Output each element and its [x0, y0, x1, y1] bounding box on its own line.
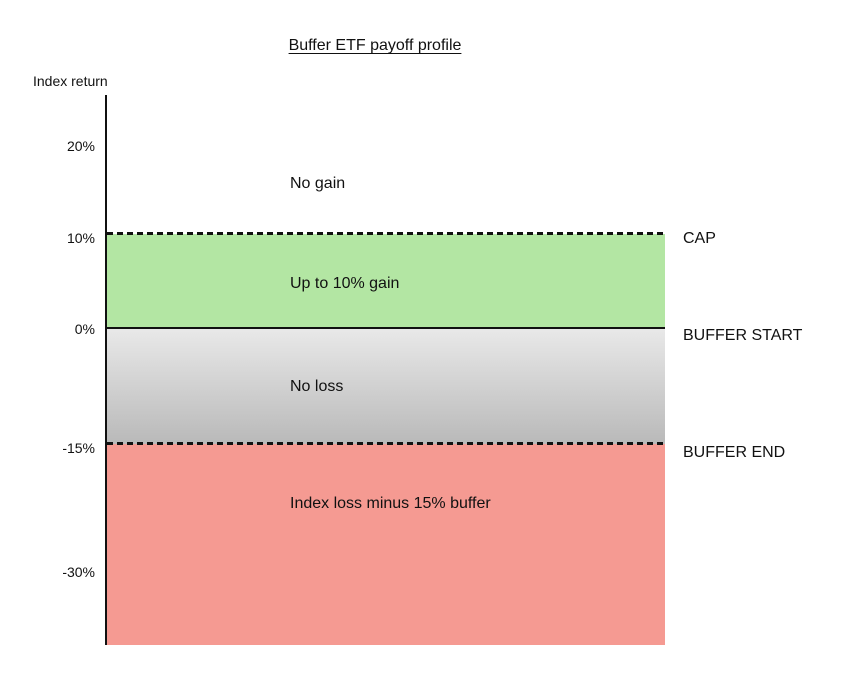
cap-label: CAP: [683, 230, 716, 247]
zone-no-loss: [107, 328, 665, 444]
y-tick-20: 20%: [66, 138, 95, 154]
chart-title: Buffer ETF payoff profile: [288, 37, 462, 54]
y-tick-minus-15: -15%: [62, 440, 95, 456]
zone-gain: [107, 234, 665, 328]
zone-label-loss: Index loss minus 15% buffer: [290, 495, 491, 512]
zone-no-gain: [107, 95, 665, 234]
zone-label-gain: Up to 10% gain: [290, 275, 400, 292]
buffer-start-line: [107, 327, 665, 329]
plot-area: No gain Up to 10% gain No loss Index los…: [105, 95, 665, 645]
y-tick-minus-30: -30%: [62, 564, 95, 580]
y-tick-10: 10%: [66, 230, 95, 246]
buffer-end-label: BUFFER END: [683, 444, 786, 461]
y-tick-0: 0%: [74, 321, 95, 337]
zone-loss: [107, 444, 665, 645]
y-axis-title: Index return: [33, 73, 108, 89]
buffer-end-line: [107, 442, 665, 445]
cap-line: [107, 232, 665, 235]
zone-label-no-loss: No loss: [290, 378, 344, 395]
buffer-start-label: BUFFER START: [683, 327, 803, 344]
zone-label-no-gain: No gain: [290, 175, 346, 192]
